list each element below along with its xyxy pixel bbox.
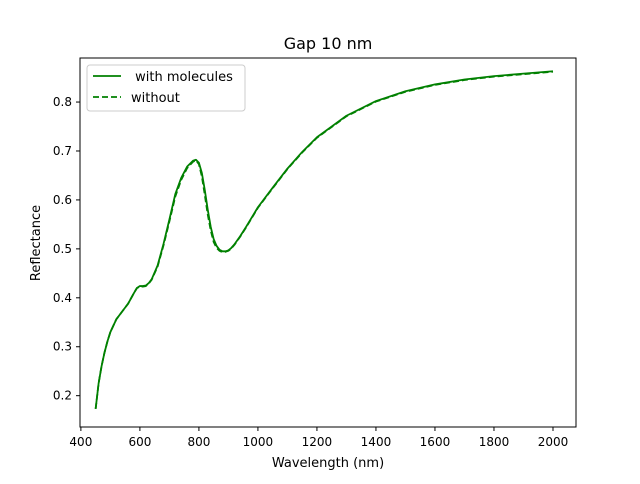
series-layer xyxy=(94,70,554,409)
y-tick-label: 0.8 xyxy=(53,95,72,109)
chart-title: Gap 10 nm xyxy=(284,34,373,53)
legend: with molecules without xyxy=(86,64,246,112)
x-axis-label: Wavelength (nm) xyxy=(272,456,384,471)
y-tick-label: 0.2 xyxy=(53,389,72,403)
y-axis-ticks: 0.2 0.3 0.4 0.5 0.6 0.7 0.8 xyxy=(53,95,80,403)
x-tick-label: 1800 xyxy=(479,435,510,449)
x-tick-label: 2000 xyxy=(538,435,569,449)
y-axis-label: Reflectance xyxy=(29,205,44,281)
x-tick-label: 800 xyxy=(187,435,210,449)
y-tick-label: 0.5 xyxy=(53,242,72,256)
legend-box xyxy=(86,64,246,112)
x-tick-label: 1200 xyxy=(302,435,333,449)
y-tick-label: 0.7 xyxy=(53,144,72,158)
y-tick-label: 0.6 xyxy=(53,193,72,207)
series-line-without xyxy=(94,70,554,409)
x-axis-ticks: 400 600 800 1000 1200 1400 1600 1800 2000 xyxy=(69,427,568,449)
axes-frame xyxy=(79,57,577,428)
x-tick-label: 1000 xyxy=(243,435,274,449)
x-tick-label: 1400 xyxy=(361,435,392,449)
legend-label-without: without xyxy=(131,91,180,106)
x-tick-label: 400 xyxy=(69,435,92,449)
x-tick-label: 600 xyxy=(128,435,151,449)
y-tick-label: 0.4 xyxy=(53,291,72,305)
y-tick-label: 0.3 xyxy=(53,340,72,354)
plot-area xyxy=(79,57,577,428)
x-tick-label: 1600 xyxy=(420,435,451,449)
legend-label-with-molecules: with molecules xyxy=(131,70,233,85)
